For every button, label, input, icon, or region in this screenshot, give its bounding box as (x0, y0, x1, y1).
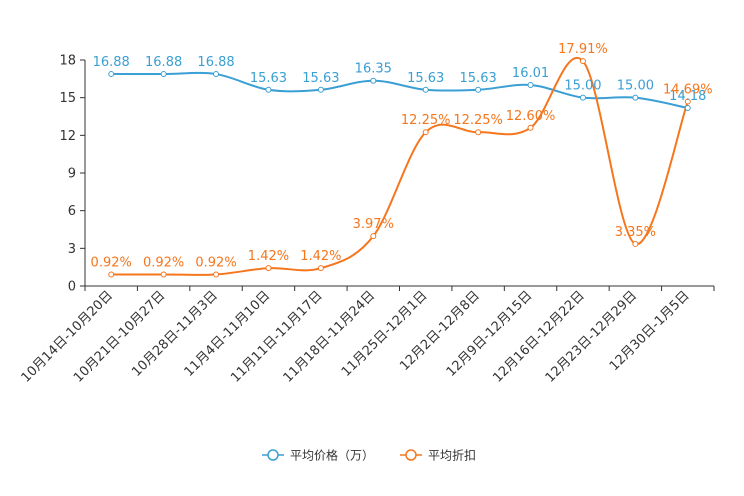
x-tick-label: 12月23日-12月29日 (543, 288, 640, 385)
data-point[interactable] (684, 98, 691, 105)
data-point[interactable] (579, 94, 586, 101)
y-tick-label: 6 (68, 204, 76, 219)
legend-label: 平均折扣 (428, 448, 476, 463)
data-label: 15.63 (302, 71, 339, 86)
series-lines (111, 57, 689, 276)
data-label: 15.63 (250, 71, 287, 86)
y-tick-label: 3 (68, 242, 76, 257)
data-point[interactable] (527, 124, 534, 131)
data-label: 17.91% (558, 42, 608, 57)
data-label: 1.42% (248, 249, 289, 264)
series-line-1 (111, 57, 689, 276)
x-tick-label: 12月16日-12月22日 (490, 288, 587, 385)
data-label: 15.63 (460, 71, 497, 86)
chart-legend[interactable]: 平均价格（万） 平均折扣 (262, 448, 476, 463)
x-tick-label: 10月14日-10月20日 (19, 288, 116, 385)
data-label: 3.97% (353, 217, 394, 232)
data-label: 16.88 (93, 55, 130, 70)
data-label: 16.01 (512, 66, 549, 81)
data-label: 12.25% (453, 113, 503, 128)
data-point[interactable] (317, 86, 324, 93)
legend-item-0[interactable]: 平均价格（万） (262, 448, 374, 463)
legend-marker-icon (267, 449, 279, 461)
series-line-0 (111, 71, 688, 109)
data-label: 15.00 (617, 79, 654, 94)
data-point[interactable] (213, 271, 220, 278)
data-point[interactable] (160, 71, 167, 78)
data-label: 12.60% (506, 109, 556, 124)
data-point[interactable] (108, 71, 115, 78)
data-point[interactable] (422, 129, 429, 136)
y-tick-label: 15 (59, 91, 76, 106)
data-label: 0.92% (91, 255, 132, 270)
legend-marker-icon (405, 449, 417, 461)
data-point[interactable] (422, 86, 429, 93)
data-label: 12.25% (401, 113, 451, 128)
data-point[interactable] (265, 86, 272, 93)
y-tick-label: 9 (68, 167, 76, 182)
data-label: 1.42% (300, 249, 341, 264)
data-point[interactable] (684, 104, 691, 111)
data-point[interactable] (579, 58, 586, 65)
data-point[interactable] (160, 271, 167, 278)
data-labels: 16.88 16.88 16.88 15.63 15.63 16.35 15.63 15.63… (91, 42, 713, 270)
data-point[interactable] (370, 233, 377, 240)
data-label: 15.63 (407, 71, 444, 86)
data-label: 14.69% (663, 83, 713, 98)
y-tick-label: 0 (68, 280, 76, 295)
legend-item-1[interactable]: 平均折扣 (400, 448, 476, 463)
data-point[interactable] (317, 265, 324, 272)
x-tick-label: 11月18日-11月24日 (281, 288, 378, 385)
data-point[interactable] (265, 265, 272, 272)
data-label: 3.35% (615, 225, 656, 240)
data-label: 15.00 (564, 79, 601, 94)
data-label: 0.92% (143, 255, 184, 270)
data-label: 16.88 (197, 55, 234, 70)
data-label: 16.88 (145, 55, 182, 70)
data-point[interactable] (475, 86, 482, 93)
data-point[interactable] (527, 81, 534, 88)
data-point[interactable] (213, 71, 220, 78)
x-tick-label: 11月11日-11月17日 (228, 288, 325, 385)
data-label: 16.35 (355, 62, 392, 77)
data-point[interactable] (632, 240, 639, 247)
legend-label: 平均价格（万） (290, 448, 374, 463)
data-point[interactable] (108, 271, 115, 278)
data-label: 0.92% (195, 255, 236, 270)
data-point[interactable] (370, 77, 377, 84)
data-point[interactable] (632, 94, 639, 101)
data-label: 14.18 (669, 89, 706, 104)
series-points (108, 58, 691, 278)
data-point[interactable] (475, 129, 482, 136)
y-tick-label: 12 (59, 129, 76, 144)
y-tick-label: 18 (59, 54, 76, 69)
x-tick-label: 10月21日-10月27日 (71, 288, 168, 385)
